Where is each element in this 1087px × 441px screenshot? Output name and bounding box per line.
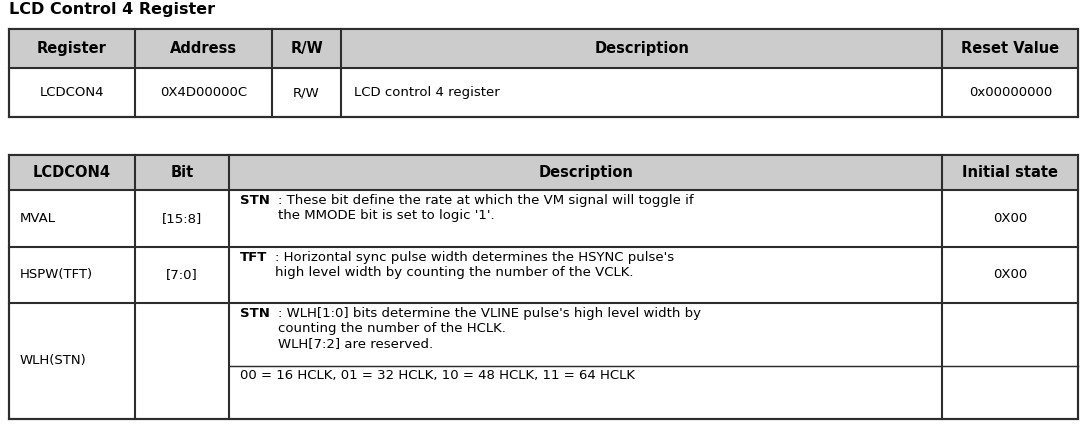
Text: STN: STN: [240, 194, 270, 207]
Text: Register: Register: [37, 41, 107, 56]
Text: LCD Control 4 Register: LCD Control 4 Register: [9, 2, 215, 17]
Text: Initial state: Initial state: [962, 165, 1059, 180]
Text: Description: Description: [595, 41, 689, 56]
Text: TFT: TFT: [240, 251, 267, 264]
Text: 0x00000000: 0x00000000: [969, 86, 1052, 99]
Text: MVAL: MVAL: [20, 212, 55, 225]
Text: : Horizontal sync pulse width determines the HSYNC pulse's
high level width by c: : Horizontal sync pulse width determines…: [275, 251, 674, 279]
Text: [7:0]: [7:0]: [166, 269, 198, 281]
Bar: [9, 155, 1078, 190]
Bar: [9, 155, 1078, 419]
Bar: [9, 29, 1078, 68]
Text: Bit: Bit: [171, 165, 193, 180]
Text: HSPW(TFT): HSPW(TFT): [20, 269, 92, 281]
Text: : These bit define the rate at which the VM signal will toggle if
the MMODE bit : : These bit define the rate at which the…: [278, 194, 695, 222]
Bar: [9, 29, 1078, 117]
Text: STN: STN: [240, 307, 270, 320]
Text: WLH(STN): WLH(STN): [20, 354, 86, 367]
Text: Reset Value: Reset Value: [961, 41, 1060, 56]
Text: LCD control 4 register: LCD control 4 register: [354, 86, 500, 99]
Text: 0X00: 0X00: [994, 269, 1027, 281]
Text: : WLH[1:0] bits determine the VLINE pulse's high level width by
counting the num: : WLH[1:0] bits determine the VLINE puls…: [278, 307, 701, 351]
Text: LCDCON4: LCDCON4: [33, 165, 111, 180]
Text: 00 = 16 HCLK, 01 = 32 HCLK, 10 = 48 HCLK, 11 = 64 HCLK: 00 = 16 HCLK, 01 = 32 HCLK, 10 = 48 HCLK…: [240, 369, 635, 382]
Text: 0X00: 0X00: [994, 212, 1027, 225]
Text: 0X4D00000C: 0X4D00000C: [160, 86, 247, 99]
Text: R/W: R/W: [290, 41, 323, 56]
Text: Description: Description: [538, 165, 634, 180]
Text: R/W: R/W: [293, 86, 320, 99]
Text: [15:8]: [15:8]: [162, 212, 202, 225]
Text: LCDCON4: LCDCON4: [39, 86, 104, 99]
Text: Address: Address: [170, 41, 237, 56]
